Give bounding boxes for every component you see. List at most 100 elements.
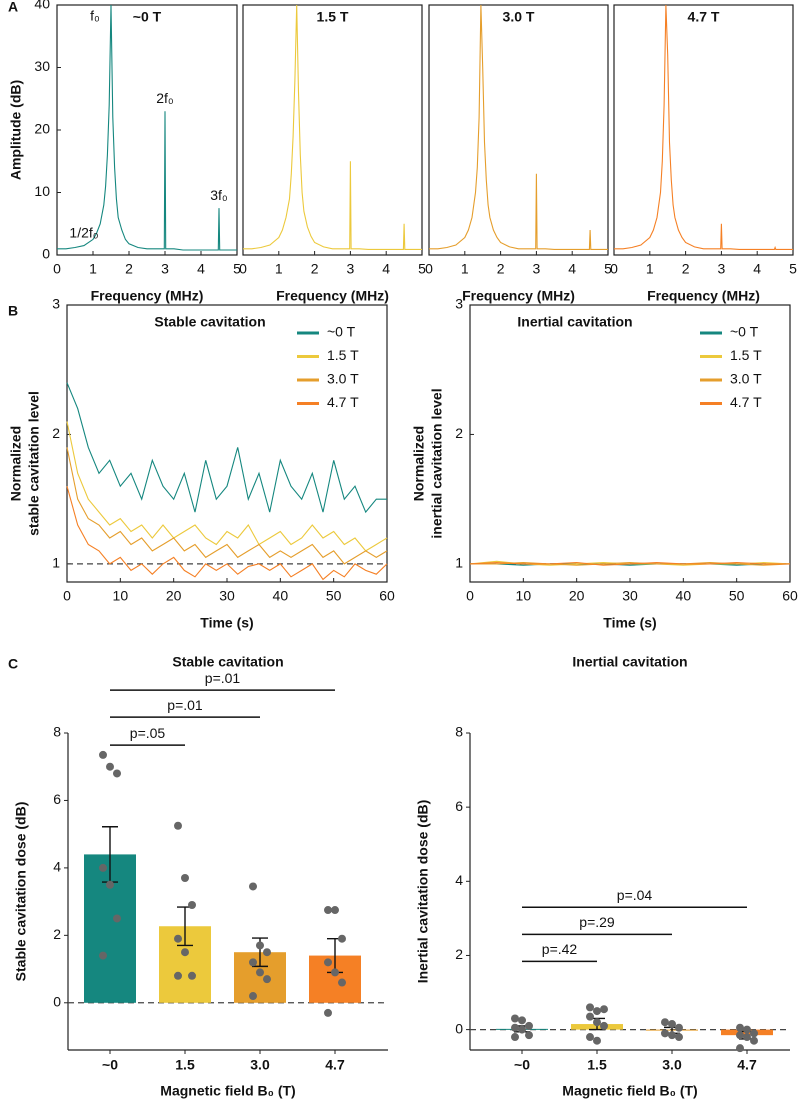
annotation: 1/2f₀: [69, 224, 98, 240]
data-point: [661, 1029, 669, 1038]
data-point: [586, 1003, 594, 1012]
data-point: [263, 975, 271, 984]
data-line: [66, 447, 388, 565]
x-tick-label: 1.5: [175, 1057, 195, 1073]
data-point: [668, 1031, 676, 1040]
x-tick-label: ~0: [514, 1057, 530, 1073]
panel-label: B: [8, 303, 18, 319]
y-axis-label: Normalized: [411, 426, 427, 501]
data-line: [66, 382, 387, 514]
data-point: [525, 1021, 533, 1030]
panel-label: C: [8, 656, 18, 672]
data-point: [106, 880, 114, 889]
y-axis-label: Inertial cavitation dose (dB): [415, 800, 431, 984]
y-tick-label: 2: [455, 425, 463, 441]
legend-label: 1.5 T: [327, 347, 359, 363]
data-line: [614, 4, 793, 250]
data-point: [174, 971, 182, 980]
data-point: [593, 1018, 601, 1027]
x-tick-label: 1: [461, 261, 469, 277]
x-tick-label: 4: [197, 261, 205, 277]
data-point: [99, 750, 107, 759]
y-axis-label: stable cavitation level: [26, 391, 42, 536]
data-line: [243, 4, 422, 250]
significance-label: p=.01: [205, 670, 241, 686]
y-tick-label: 40: [34, 0, 50, 12]
data-point: [736, 1044, 744, 1053]
significance-label: p=.29: [579, 914, 615, 930]
x-tick-label: 3.0: [662, 1057, 682, 1073]
x-tick-label: 10: [516, 588, 532, 604]
chart-title: 1.5 T: [317, 9, 349, 25]
x-axis-label: Magnetic field B₀ (T): [562, 1083, 697, 1099]
chart-title: Stable cavitation: [172, 654, 283, 670]
y-axis-label: Normalized: [8, 426, 24, 501]
chart-title: 3.0 T: [503, 9, 535, 25]
data-point: [99, 951, 107, 960]
data-point: [174, 821, 182, 830]
x-tick-label: 2: [497, 261, 505, 277]
plot-frame: [613, 4, 794, 256]
data-point: [338, 978, 346, 987]
x-axis-label: Time (s): [603, 615, 656, 631]
data-point: [511, 1014, 519, 1023]
x-tick-label: 5: [233, 261, 241, 277]
data-point: [511, 1023, 519, 1032]
x-tick-label: 3: [718, 261, 726, 277]
data-point: [188, 900, 196, 909]
data-point: [263, 948, 271, 957]
data-point: [518, 1016, 526, 1025]
x-tick-label: 30: [622, 588, 638, 604]
x-tick-label: 1: [89, 261, 97, 277]
significance-label: p=.42: [542, 941, 578, 957]
data-point: [593, 1007, 601, 1016]
x-axis-label: Frequency (MHz): [462, 288, 575, 304]
data-point: [675, 1023, 683, 1032]
x-tick-label: 2: [125, 261, 133, 277]
y-tick-label: 4: [53, 859, 61, 875]
data-point: [661, 1018, 669, 1027]
data-point: [181, 948, 189, 957]
x-tick-label: 2: [682, 261, 690, 277]
panel-label: A: [8, 0, 18, 15]
x-tick-label: 1: [646, 261, 654, 277]
x-tick-label: 40: [676, 588, 692, 604]
data-point: [331, 906, 339, 915]
annotation: f₀: [90, 8, 100, 24]
x-tick-label: 4: [568, 261, 576, 277]
data-point: [675, 1033, 683, 1042]
y-tick-label: 6: [53, 791, 61, 807]
y-tick-label: 2: [53, 926, 61, 942]
plot-frame: [56, 4, 238, 256]
y-axis-label: Stable cavitation dose (dB): [13, 802, 29, 982]
x-tick-label: 1: [275, 261, 283, 277]
data-point: [600, 1005, 608, 1014]
y-tick-label: 0: [42, 246, 50, 262]
data-point: [743, 1025, 751, 1034]
y-tick-label: 0: [455, 1020, 463, 1036]
y-tick-label: 0: [53, 993, 61, 1009]
data-point: [113, 914, 121, 923]
data-line: [470, 563, 790, 566]
data-point: [511, 1033, 519, 1042]
x-tick-label: 3: [533, 261, 541, 277]
legend-label: ~0 T: [730, 324, 759, 340]
data-line: [429, 4, 608, 250]
data-line: [470, 562, 791, 566]
x-tick-label: 0: [425, 261, 433, 277]
data-point: [736, 1031, 744, 1040]
data-point: [586, 1033, 594, 1042]
y-tick-label: 1: [52, 555, 60, 571]
data-line: [66, 486, 388, 581]
data-point: [256, 941, 264, 950]
x-tick-label: 30: [219, 588, 235, 604]
data-point: [743, 1033, 751, 1042]
x-tick-label: 4: [382, 261, 390, 277]
data-point: [324, 1008, 332, 1017]
data-point: [249, 958, 257, 967]
data-point: [188, 971, 196, 980]
x-tick-label: 60: [379, 588, 395, 604]
x-axis-label: Frequency (MHz): [91, 288, 204, 304]
data-point: [113, 769, 121, 778]
